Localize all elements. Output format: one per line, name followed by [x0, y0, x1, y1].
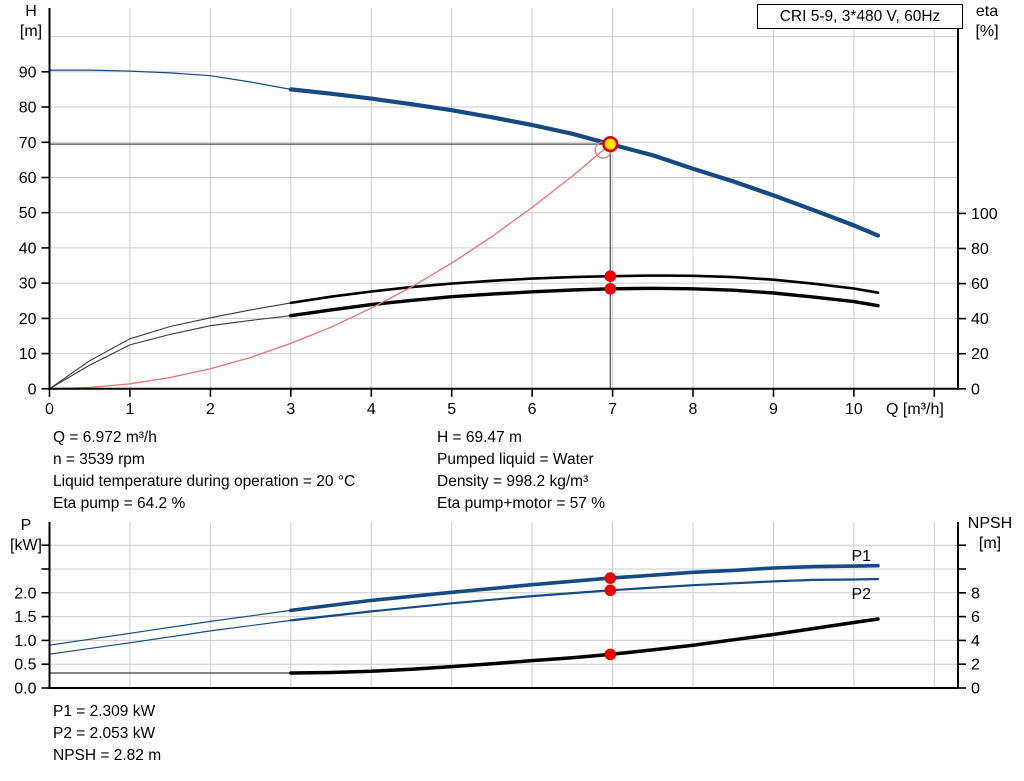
tick-label: 3	[286, 401, 295, 418]
pump-designation-label: CRI 5-9, 3*480 V, 60Hz	[779, 7, 941, 25]
series-label-p2: P2	[852, 586, 872, 603]
npsh-curve	[289, 617, 880, 675]
tick-label: 80	[19, 100, 37, 117]
tick-label: 70	[19, 135, 37, 152]
head-curve	[288, 87, 881, 238]
eta-axis-title: eta [%]	[964, 2, 1010, 42]
annotation-pumped-liquid: Pumped liquid = Water	[437, 451, 594, 468]
tick-label: 1.5	[14, 609, 36, 626]
tick-label: 9	[769, 401, 778, 418]
eta-pump-motor-duty-dot	[604, 283, 617, 295]
power-npsh-chart: 0.0 0.5 1.0 1.5 2.0 0 2 4 6 8 P1 P2	[14, 522, 980, 698]
annotation-npsh: NPSH = 2.82 m	[53, 747, 162, 764]
npsh-axis-title-line2: [m]	[978, 535, 1002, 552]
tick-label: 0.5	[14, 657, 36, 674]
tick-label: 50	[19, 205, 37, 222]
x-axis-unit-label: Q [m³/h]	[886, 401, 944, 418]
duty-info-left-column: Q = 6.972 m³/h n = 3539 rpm Liquid tempe…	[53, 427, 355, 515]
tick-label: 20	[971, 346, 989, 363]
hq-eta-chart: 0 10 20 30 40 50 60 70 80 90 0 20 40 60 80 100 0 1 2 3 4 5 6 7 8…	[19, 8, 998, 418]
annotation-q: Q = 6.972 m³/h	[53, 429, 157, 446]
eta-pump-curve	[289, 274, 880, 305]
p2-curve	[289, 577, 880, 622]
tick-label: 7	[608, 401, 617, 418]
eta-axis-title-line1: eta	[975, 3, 999, 20]
annotation-liquid-temperature: Liquid temperature during operation = 20…	[53, 473, 356, 490]
eta-axis-title-line2: [%]	[975, 23, 999, 40]
h-axis-title: H [m]	[12, 2, 50, 42]
series-label-p1: P1	[852, 548, 872, 565]
duty-point-marker[interactable]	[602, 136, 619, 153]
annotation-density: Density = 998.2 kg/m³	[437, 473, 589, 490]
tick-label: 2	[206, 401, 215, 418]
p-axis-title: P [kW]	[4, 516, 48, 556]
tick-label: 0	[28, 381, 37, 398]
tick-label: 0	[971, 381, 980, 398]
tick-label: 90	[19, 64, 37, 81]
eta-pump-motor-curve-thin	[48, 315, 292, 390]
tick-label: 60	[19, 170, 37, 187]
tick-label: 0.0	[14, 681, 36, 698]
tick-label: 6	[528, 401, 537, 418]
p2-duty-dot	[604, 584, 617, 597]
p-axis-title-line1: P	[20, 517, 32, 534]
p1-curve-thin	[48, 609, 292, 646]
tick-label: 0	[45, 401, 54, 418]
tick-label: 40	[971, 311, 989, 328]
tick-label: 4	[367, 401, 376, 418]
tick-label: 5	[447, 401, 456, 418]
annotation-head: H = 69.47 m	[437, 429, 522, 446]
tick-label: 20	[19, 311, 37, 328]
tick-label: 60	[971, 276, 989, 293]
annotation-p1: P1 = 2.309 kW	[53, 703, 156, 720]
system-curve	[48, 143, 611, 390]
eta-pump-curve-thin	[48, 302, 292, 390]
tick-label: 40	[19, 240, 37, 257]
eta-pump-duty-dot	[604, 270, 617, 283]
tick-label: 0	[971, 681, 980, 698]
tick-label: 8	[689, 401, 698, 418]
pump-designation-box: CRI 5-9, 3*480 V, 60Hz	[757, 4, 963, 29]
annotation-p2: P2 = 2.053 kW	[53, 725, 156, 742]
duty-info-right-column: H = 69.47 m Pumped liquid = Water Densit…	[437, 427, 605, 515]
head-curve-thin	[48, 69, 292, 91]
tick-label: 2.0	[14, 585, 36, 602]
tick-label: 30	[19, 276, 37, 293]
p1-curve	[288, 563, 880, 613]
npsh-axis-title-line1: NPSH	[967, 515, 1013, 532]
npsh-axis-title: NPSH [m]	[958, 514, 1022, 554]
tick-label: 1	[125, 401, 134, 418]
tick-label: 8	[971, 585, 980, 602]
tick-label: 10	[845, 401, 863, 418]
annotation-speed: n = 3539 rpm	[53, 451, 145, 468]
eta-pump-motor-curve	[289, 286, 880, 318]
tick-label: 10	[19, 346, 37, 363]
tick-label: 100	[971, 206, 998, 223]
annotation-eta-pump: Eta pump = 64.2 %	[53, 495, 186, 512]
h-axis-title-line1: H	[25, 3, 37, 20]
p-axis-title-line2: [kW]	[10, 537, 42, 554]
annotation-eta-pump-motor: Eta pump+motor = 57 %	[437, 495, 606, 512]
tick-label: 80	[971, 241, 989, 258]
power-info-column: P1 = 2.309 kW P2 = 2.053 kW NPSH = 2.82 …	[53, 701, 161, 767]
p2-curve-thin	[48, 619, 292, 655]
tick-label: 1.0	[14, 633, 36, 650]
tick-label: 4	[971, 633, 980, 650]
p1-duty-dot	[604, 572, 617, 584]
npsh-duty-dot	[604, 648, 617, 661]
tick-label: 2	[971, 657, 980, 674]
h-axis-title-line2: [m]	[19, 23, 43, 40]
tick-label: 6	[971, 609, 980, 626]
